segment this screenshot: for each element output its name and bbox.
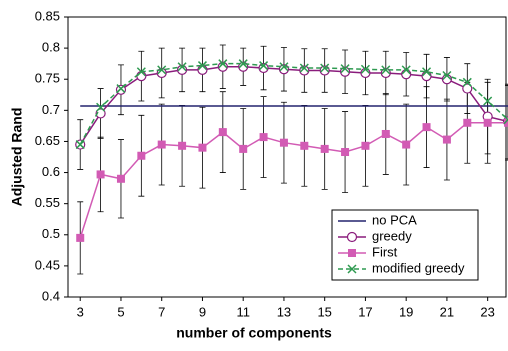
x-tick-label: 17 bbox=[358, 304, 372, 319]
marker bbox=[279, 138, 288, 147]
marker bbox=[259, 61, 269, 71]
y-tick-label: 0.6 bbox=[42, 164, 60, 179]
series-line bbox=[79, 66, 508, 145]
marker bbox=[346, 231, 358, 243]
marker bbox=[136, 67, 146, 77]
x-tick-label: 11 bbox=[236, 304, 250, 319]
x-tick-label: 3 bbox=[77, 304, 84, 319]
marker bbox=[137, 151, 146, 160]
legend-label: modified greedy bbox=[372, 260, 465, 275]
x-tick-label: 19 bbox=[399, 304, 413, 319]
error-bar bbox=[505, 85, 508, 161]
marker bbox=[462, 83, 473, 94]
marker bbox=[401, 65, 411, 75]
marker bbox=[239, 144, 248, 153]
series-line bbox=[79, 62, 508, 145]
marker bbox=[503, 115, 508, 125]
marker bbox=[462, 77, 472, 87]
marker bbox=[95, 108, 106, 119]
marker bbox=[402, 140, 411, 149]
marker bbox=[361, 141, 370, 150]
marker bbox=[96, 170, 105, 179]
marker bbox=[381, 65, 391, 75]
marker bbox=[442, 70, 452, 81]
legend-label: greedy bbox=[372, 228, 412, 243]
y-tick-label: 0.7 bbox=[42, 102, 60, 117]
x-tick-label: 21 bbox=[440, 304, 454, 319]
legend-label: First bbox=[372, 244, 398, 259]
marker bbox=[75, 140, 85, 150]
marker bbox=[401, 69, 412, 80]
marker bbox=[197, 64, 208, 75]
marker bbox=[422, 67, 432, 77]
marker bbox=[198, 143, 207, 152]
marker bbox=[380, 67, 391, 79]
marker bbox=[360, 64, 370, 74]
y-tick-label: 0.65 bbox=[35, 133, 60, 148]
y-tick-label: 0.8 bbox=[42, 40, 60, 55]
marker bbox=[422, 123, 431, 132]
marker bbox=[348, 249, 356, 257]
x-tick-label: 15 bbox=[317, 304, 331, 319]
marker bbox=[347, 264, 357, 274]
y-tick-label: 0.45 bbox=[35, 257, 60, 272]
y-tick-label: 0.4 bbox=[42, 288, 60, 303]
marker bbox=[96, 102, 106, 112]
y-tick-label: 0.85 bbox=[35, 8, 60, 23]
x-tick-label: 7 bbox=[158, 304, 165, 319]
y-tick-label: 0.5 bbox=[42, 226, 60, 241]
marker bbox=[116, 174, 125, 183]
marker bbox=[340, 64, 350, 74]
marker bbox=[442, 135, 451, 144]
marker bbox=[259, 133, 268, 142]
marker bbox=[218, 59, 228, 69]
marker bbox=[178, 141, 187, 150]
marker bbox=[341, 148, 350, 157]
x-axis-title: number of components bbox=[176, 325, 332, 341]
marker bbox=[136, 71, 147, 82]
marker bbox=[76, 233, 85, 242]
legend-label: no PCA bbox=[372, 212, 417, 227]
marker bbox=[157, 140, 166, 149]
error-bar bbox=[505, 83, 508, 160]
y-tick-label: 0.75 bbox=[35, 71, 60, 86]
x-tick-label: 5 bbox=[117, 304, 124, 319]
x-tick-label: 23 bbox=[480, 304, 494, 319]
marker bbox=[197, 61, 207, 71]
x-tick-label: 9 bbox=[199, 304, 206, 319]
marker bbox=[299, 63, 309, 73]
marker bbox=[218, 128, 227, 137]
marker bbox=[483, 118, 492, 127]
marker bbox=[176, 64, 188, 75]
series-line bbox=[79, 122, 508, 239]
marker bbox=[504, 118, 508, 127]
marker bbox=[238, 59, 248, 69]
y-axis-title: Adjusted Rand bbox=[9, 108, 25, 207]
marker bbox=[177, 62, 187, 72]
marker bbox=[320, 144, 329, 153]
marker bbox=[279, 62, 289, 72]
marker bbox=[157, 65, 167, 75]
marker bbox=[320, 63, 330, 73]
y-tick-label: 0.55 bbox=[35, 195, 60, 210]
marker bbox=[300, 141, 309, 150]
marker bbox=[116, 84, 126, 94]
marker bbox=[381, 129, 390, 138]
marker bbox=[463, 118, 472, 127]
x-tick-label: 13 bbox=[277, 304, 291, 319]
plot-frame bbox=[67, 16, 507, 298]
marker bbox=[483, 96, 493, 106]
marker bbox=[339, 66, 351, 77]
